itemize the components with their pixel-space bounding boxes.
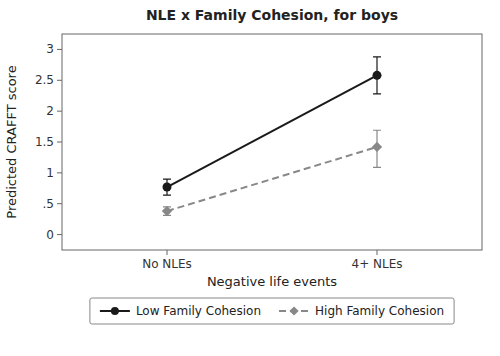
- point: [372, 142, 382, 152]
- series-line: [167, 75, 377, 187]
- series-line: [167, 147, 377, 211]
- y-tick: [57, 111, 62, 112]
- x-tick-label: No NLEs: [142, 257, 192, 271]
- x-tick: [167, 250, 168, 255]
- x-axis: No NLEs 4+ NLEs: [142, 250, 402, 271]
- legend-marker: [111, 307, 119, 315]
- y-tick-label: 2.5: [35, 73, 54, 87]
- series: [163, 57, 382, 195]
- point: [162, 206, 172, 216]
- x-tick-label: 4+ NLEs: [352, 257, 403, 271]
- y-tick: [57, 80, 62, 81]
- series: [162, 130, 382, 216]
- y-tick-label: 1: [46, 166, 54, 180]
- y-tick: [57, 172, 62, 173]
- x-axis-label: Negative life events: [207, 274, 337, 289]
- x-tick: [377, 250, 378, 255]
- plot-frame: [62, 34, 482, 250]
- y-tick: [57, 234, 62, 235]
- y-tick: [57, 203, 62, 204]
- error-bar: [373, 57, 381, 94]
- point: [163, 183, 172, 192]
- legend-frame: [90, 298, 454, 324]
- y-tick: [57, 142, 62, 143]
- y-tick-label: 1.5: [35, 135, 54, 149]
- y-tick-label: 2: [46, 104, 54, 118]
- y-tick: [57, 49, 62, 50]
- chart: NLE x Family Cohesion, for boys 0 .5 1 1.5 2 2…: [0, 0, 500, 356]
- marks: [162, 57, 382, 216]
- legend-item: High Family Cohesion: [279, 304, 444, 318]
- point: [373, 71, 382, 80]
- legend-label: Low Family Cohesion: [136, 304, 261, 318]
- title: NLE x Family Cohesion, for boys: [146, 7, 398, 23]
- legend: Low Family Cohesion High Family Cohesion: [90, 298, 454, 324]
- legend-item: Low Family Cohesion: [100, 304, 261, 318]
- page: {"chart_data": { "type": "line", "title"…: [0, 0, 500, 356]
- legend-marker: [289, 306, 298, 315]
- y-tick-label: 3: [46, 42, 54, 56]
- y-tick-label: 0: [46, 228, 54, 242]
- chart-container: NLE x Family Cohesion, for boys 0 .5 1 1.5 2 2…: [0, 0, 500, 356]
- y-axis-label: Predicted CRAFFT score: [4, 65, 19, 218]
- y-axis: 0 .5 1 1.5 2 2.5 3: [35, 42, 62, 241]
- y-tick-label: .5: [43, 197, 54, 211]
- error-bar: [163, 179, 171, 195]
- legend-label: High Family Cohesion: [315, 304, 444, 318]
